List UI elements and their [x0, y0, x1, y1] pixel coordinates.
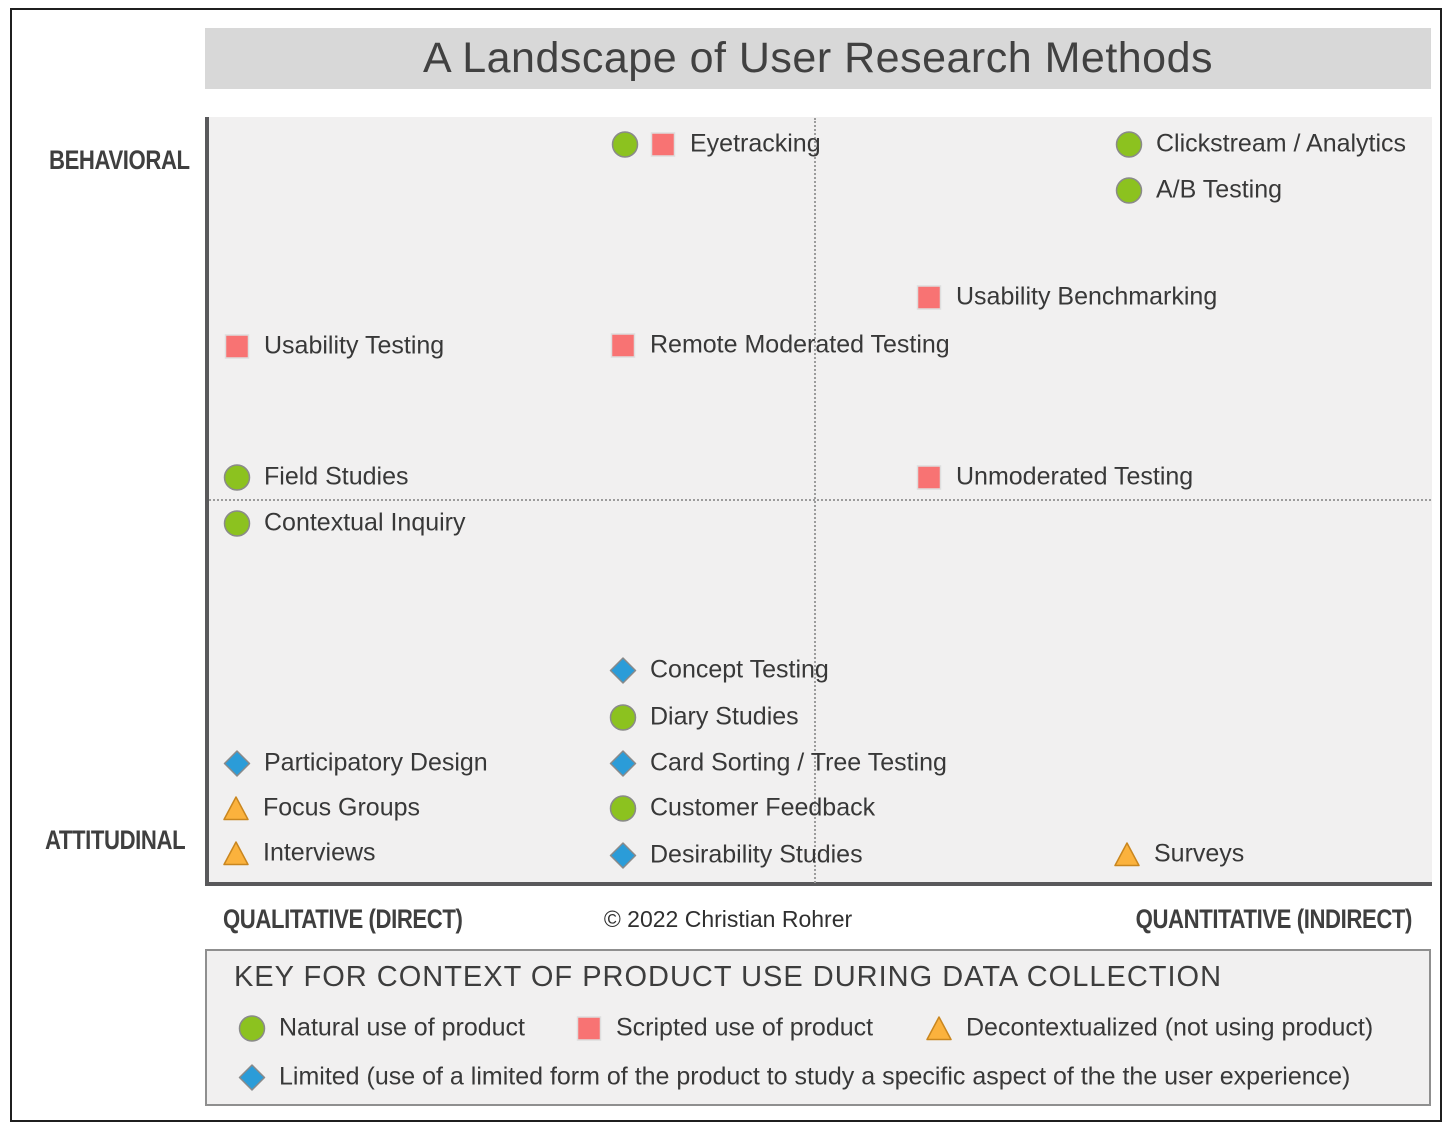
- natural-use-circle-icon: [609, 703, 637, 731]
- method-usability-benchmarking-label: Usability Benchmarking: [956, 282, 1218, 311]
- limited-diamond-icon: [609, 841, 637, 869]
- method-focus-groups: Focus Groups: [222, 794, 420, 823]
- limited-diamond-icon: [609, 749, 637, 777]
- method-concept-testing: Concept Testing: [609, 656, 829, 685]
- method-usability-testing-label: Usability Testing: [264, 331, 445, 360]
- method-interviews-label: Interviews: [263, 838, 376, 867]
- key-item-scripted-label: Scripted use of product: [616, 1013, 874, 1042]
- page-border: [10, 8, 1442, 1122]
- method-field-studies-label: Field Studies: [264, 462, 409, 491]
- limited-diamond-icon: [223, 749, 251, 777]
- scripted-use-square-icon: [916, 464, 942, 490]
- natural-use-circle-icon: [611, 130, 639, 158]
- key-item-decontextualized-label: Decontextualized (not using product): [966, 1013, 1374, 1042]
- method-unmoderated-testing-label: Unmoderated Testing: [956, 462, 1194, 491]
- decontextualized-triangle-icon: [223, 840, 249, 865]
- method-card-sorting-tree-testing-label: Card Sorting / Tree Testing: [650, 748, 947, 777]
- copyright-text: © 2022 Christian Rohrer: [603, 906, 853, 932]
- method-clickstream-analytics-label: Clickstream / Analytics: [1156, 129, 1407, 158]
- method-remote-moderated-testing-label: Remote Moderated Testing: [650, 330, 950, 359]
- method-participatory-design-label: Participatory Design: [264, 748, 488, 777]
- method-usability-testing: Usability Testing: [223, 332, 444, 361]
- y-axis-label-attitudinal: ATTITUDINAL: [45, 825, 186, 855]
- scripted-use-square-icon: [576, 1015, 602, 1041]
- method-diary-studies: Diary Studies: [609, 703, 799, 732]
- natural-use-circle-icon: [223, 463, 251, 491]
- x-axis-label-qualitative: QUALITATIVE (DIRECT): [223, 904, 463, 934]
- y-axis-label-behavioral: BEHAVIORAL: [49, 145, 190, 175]
- quadrant-divider-horizontal: [209, 499, 1431, 501]
- scripted-use-square-icon: [224, 333, 250, 359]
- natural-use-circle-icon: [1115, 176, 1143, 204]
- method-field-studies: Field Studies: [223, 463, 409, 492]
- plot-area: [205, 117, 1432, 886]
- limited-diamond-icon: [609, 656, 637, 684]
- natural-use-circle-icon: [238, 1014, 266, 1042]
- key-item-natural: Natural use of product: [238, 1014, 525, 1043]
- key-item-decontextualized: Decontextualized (not using product): [925, 1014, 1373, 1043]
- key-title: KEY FOR CONTEXT OF PRODUCT USE DURING DA…: [233, 961, 1223, 993]
- key-item-natural-label: Natural use of product: [279, 1013, 525, 1042]
- method-usability-benchmarking: Usability Benchmarking: [915, 283, 1217, 312]
- method-surveys-label: Surveys: [1154, 839, 1245, 868]
- method-eyetracking: Eyetracking: [611, 130, 821, 159]
- method-participatory-design: Participatory Design: [223, 749, 488, 778]
- key-box: [205, 949, 1431, 1106]
- method-card-sorting-tree-testing: Card Sorting / Tree Testing: [609, 749, 947, 778]
- page-title: A Landscape of User Research Methods: [422, 34, 1214, 82]
- method-desirability-studies-label: Desirability Studies: [650, 840, 863, 869]
- limited-diamond-icon: [238, 1063, 266, 1091]
- method-ab-testing-label: A/B Testing: [1156, 175, 1283, 204]
- method-eyetracking-label: Eyetracking: [690, 129, 821, 158]
- method-surveys: Surveys: [1113, 840, 1244, 869]
- method-clickstream-analytics: Clickstream / Analytics: [1115, 130, 1406, 159]
- method-remote-moderated-testing: Remote Moderated Testing: [609, 331, 950, 360]
- x-axis-label-quantitative: QUANTITATIVE (INDIRECT): [1135, 904, 1413, 934]
- method-interviews: Interviews: [222, 839, 376, 868]
- method-concept-testing-label: Concept Testing: [650, 655, 829, 684]
- natural-use-circle-icon: [609, 794, 637, 822]
- decontextualized-triangle-icon: [1114, 841, 1140, 866]
- scripted-use-square-icon: [916, 284, 942, 310]
- decontextualized-triangle-icon: [926, 1015, 952, 1040]
- method-desirability-studies: Desirability Studies: [609, 841, 863, 870]
- method-contextual-inquiry-label: Contextual Inquiry: [264, 508, 466, 537]
- method-customer-feedback: Customer Feedback: [609, 794, 875, 823]
- method-diary-studies-label: Diary Studies: [650, 702, 799, 731]
- scripted-use-square-icon: [650, 131, 676, 157]
- key-item-limited: Limited (use of a limited form of the pr…: [238, 1063, 1350, 1092]
- natural-use-circle-icon: [223, 509, 251, 537]
- key-item-limited-label: Limited (use of a limited form of the pr…: [279, 1062, 1351, 1091]
- method-ab-testing: A/B Testing: [1115, 176, 1282, 205]
- method-unmoderated-testing: Unmoderated Testing: [915, 463, 1193, 492]
- scripted-use-square-icon: [610, 332, 636, 358]
- method-customer-feedback-label: Customer Feedback: [650, 793, 876, 822]
- decontextualized-triangle-icon: [223, 795, 249, 820]
- natural-use-circle-icon: [1115, 130, 1143, 158]
- method-contextual-inquiry: Contextual Inquiry: [223, 509, 466, 538]
- title-banner: A Landscape of User Research Methods: [205, 28, 1431, 89]
- method-focus-groups-label: Focus Groups: [263, 793, 421, 822]
- key-item-scripted: Scripted use of product: [575, 1014, 873, 1043]
